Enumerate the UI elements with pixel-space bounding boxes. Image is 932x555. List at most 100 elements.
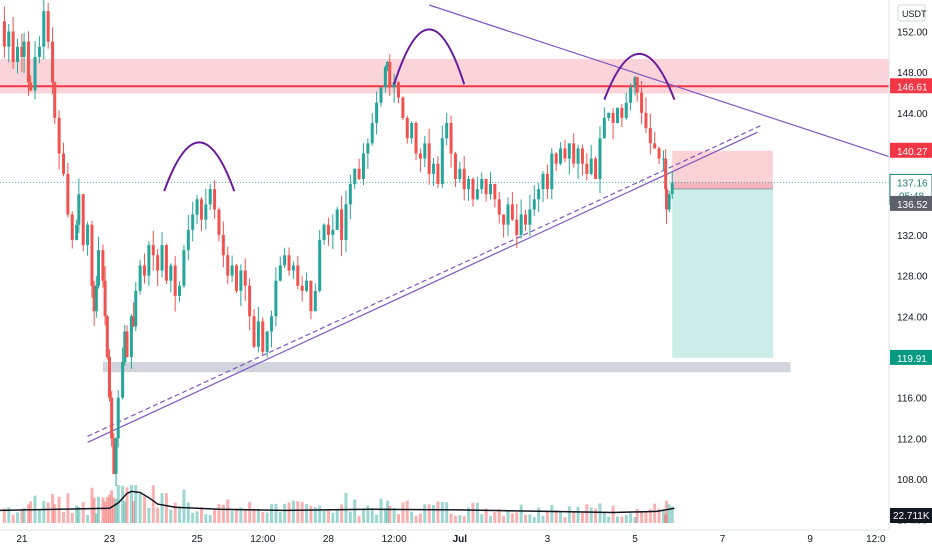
volume-bar bbox=[576, 506, 580, 523]
volume-bar bbox=[670, 506, 674, 523]
resistance-price-badge bbox=[890, 78, 932, 94]
volume-bar bbox=[326, 510, 330, 523]
candle-body bbox=[383, 67, 387, 88]
candle-body bbox=[134, 290, 138, 327]
candle-body bbox=[217, 209, 221, 235]
volume-bar bbox=[208, 515, 212, 523]
candle-body bbox=[414, 123, 418, 154]
volume-bar bbox=[653, 503, 657, 523]
volume-bar bbox=[97, 496, 101, 523]
candle-body bbox=[123, 331, 127, 363]
volume-moving-average bbox=[0, 490, 675, 514]
candle-body bbox=[541, 173, 545, 190]
volume-bar bbox=[51, 493, 55, 523]
volume-bar bbox=[132, 501, 136, 523]
volume-bar bbox=[537, 507, 541, 523]
volume-bar bbox=[178, 507, 182, 523]
candle-body bbox=[392, 82, 396, 88]
volume-bar bbox=[532, 517, 536, 523]
candle-body bbox=[121, 362, 125, 398]
candle-body bbox=[274, 280, 278, 317]
volume-bar bbox=[226, 499, 230, 523]
candle-body bbox=[629, 87, 633, 103]
candle-body bbox=[2, 21, 6, 47]
candle-body bbox=[287, 255, 291, 271]
volume-bar bbox=[335, 509, 339, 523]
last-price-value: 137.16 bbox=[897, 178, 928, 189]
price-tick-label: 148.00 bbox=[897, 68, 928, 79]
candle-body bbox=[186, 229, 190, 251]
candle-body bbox=[379, 87, 383, 103]
volume-bar bbox=[90, 487, 94, 523]
entry-price-value: 136.52 bbox=[897, 200, 928, 211]
volume-bar bbox=[361, 509, 365, 523]
candle-body bbox=[519, 214, 523, 235]
volume-bar bbox=[92, 497, 96, 523]
candle-body bbox=[42, 11, 46, 47]
volume-bar bbox=[81, 502, 85, 523]
volume-bar bbox=[640, 510, 644, 523]
candle-body bbox=[322, 224, 326, 240]
candle-body bbox=[239, 270, 243, 291]
time-tick-label: 12:0 bbox=[866, 534, 886, 545]
volume-bar bbox=[7, 507, 11, 523]
candle-body bbox=[475, 189, 479, 200]
candle-body bbox=[611, 112, 615, 124]
candle-body bbox=[169, 265, 173, 281]
volume-bar bbox=[169, 509, 173, 523]
volume-bar bbox=[661, 509, 665, 523]
candle-body bbox=[550, 153, 554, 190]
volume-bar bbox=[432, 505, 436, 523]
volume-bar bbox=[644, 511, 648, 523]
volume-bar bbox=[103, 501, 107, 523]
volume-bar bbox=[353, 499, 357, 523]
candle-body bbox=[615, 107, 619, 124]
target-price-badge bbox=[890, 349, 932, 365]
candle-body bbox=[567, 143, 571, 159]
volume-bar bbox=[607, 516, 611, 523]
volume-bar bbox=[567, 506, 571, 523]
candle-body bbox=[563, 148, 567, 159]
volume-bar bbox=[309, 505, 313, 523]
volume-bar bbox=[46, 502, 50, 523]
volume-bar bbox=[239, 507, 243, 523]
volume-bar bbox=[392, 507, 396, 523]
candle-body bbox=[670, 182, 674, 195]
candle-body bbox=[661, 158, 665, 160]
volume-bar bbox=[648, 509, 652, 523]
candle-body bbox=[653, 143, 657, 149]
candle-body bbox=[502, 214, 506, 225]
candle-body bbox=[300, 285, 304, 291]
candle-body bbox=[213, 189, 217, 210]
price-tick-label: 128.00 bbox=[897, 272, 928, 283]
candle-body bbox=[62, 153, 65, 174]
candle-body bbox=[178, 285, 182, 296]
candle-body bbox=[326, 224, 330, 235]
candle-body bbox=[418, 153, 422, 159]
candle-body bbox=[97, 250, 101, 286]
candle-body bbox=[515, 219, 519, 235]
volume-bar bbox=[657, 508, 661, 523]
time-tick-label: 3 bbox=[545, 534, 551, 545]
candle-body bbox=[107, 356, 111, 398]
candle-body bbox=[296, 265, 300, 286]
candle-body bbox=[92, 285, 96, 312]
volume-bar bbox=[70, 513, 74, 523]
candle-body bbox=[318, 239, 322, 291]
candle-body bbox=[101, 250, 105, 281]
candle-body bbox=[657, 148, 661, 159]
candle-body bbox=[524, 214, 528, 225]
volume-bar bbox=[195, 511, 199, 523]
candle-body bbox=[370, 123, 374, 144]
volume-bar bbox=[598, 503, 602, 523]
candle-body bbox=[493, 184, 497, 200]
volume-bar bbox=[287, 502, 291, 523]
volume-bar bbox=[125, 487, 129, 523]
resistance-zone bbox=[0, 58, 889, 94]
volume-bar bbox=[541, 515, 545, 523]
stop-price-value: 140.27 bbox=[897, 147, 928, 158]
candle-body bbox=[16, 46, 20, 62]
candle-body bbox=[46, 11, 50, 42]
